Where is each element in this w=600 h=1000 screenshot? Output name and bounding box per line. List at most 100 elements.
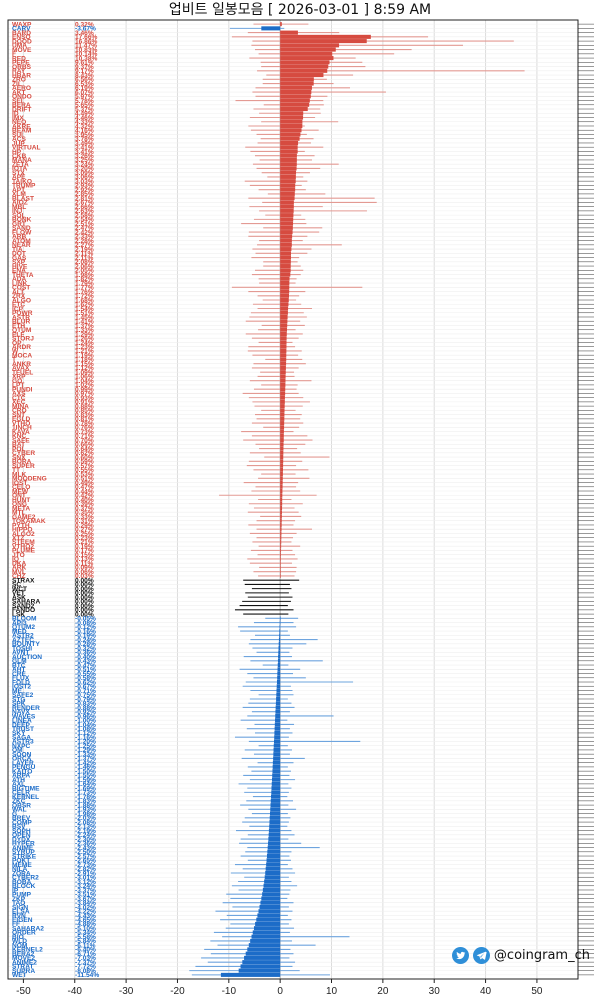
change-bar	[280, 276, 290, 281]
coin-name: GAS	[12, 255, 27, 262]
coin-name: KAVA	[12, 429, 30, 436]
coin-change: -0.36%	[75, 650, 96, 657]
coin-change: 0.97%	[75, 391, 94, 398]
coin-name: RENDER	[12, 705, 40, 712]
coin-name: DOT	[12, 251, 26, 258]
coin-name: SOPH	[12, 828, 31, 835]
coin-change: 1.37%	[75, 323, 94, 330]
coin-change: 0.66%	[75, 442, 94, 449]
change-bar	[280, 323, 288, 328]
change-bar	[274, 726, 281, 731]
coin-name: JUP	[12, 140, 25, 147]
change-bar	[280, 43, 340, 48]
coin-change: 0.00%	[75, 607, 94, 614]
coin-change: 0.00%	[75, 577, 94, 584]
coin-name: SAHARA2	[12, 925, 44, 932]
coin-change: -1.37%	[75, 756, 96, 763]
change-bar	[280, 81, 314, 86]
coin-name: ORBS	[12, 64, 32, 71]
coin-name: ARB	[12, 234, 27, 241]
tick-label: 30	[429, 986, 441, 997]
coin-change: 0.33%	[75, 514, 94, 521]
coin-change: -2.91%	[75, 870, 96, 877]
coin-change: 0.70%	[75, 437, 94, 444]
coin-change: 1.79%	[75, 280, 94, 287]
change-bar	[280, 68, 328, 73]
coin-name: GRT	[12, 221, 26, 228]
twitter-icon[interactable]	[451, 947, 469, 964]
change-bar	[280, 336, 287, 341]
coin-change: 0.64%	[75, 446, 94, 453]
coin-change: -0.79%	[75, 696, 96, 703]
coin-name: HIVE	[12, 263, 28, 270]
coin-change: -0.08%	[75, 620, 96, 627]
change-bar	[280, 157, 297, 162]
change-bar	[280, 327, 287, 332]
coin-change: 1.04%	[75, 378, 94, 385]
change-bar	[280, 264, 291, 269]
change-bar	[267, 845, 281, 850]
change-bar	[268, 828, 281, 833]
coin-change: 1.41%	[75, 319, 94, 326]
change-bar	[280, 518, 282, 523]
change-bar	[280, 429, 284, 434]
coin-change: 1.23%	[75, 344, 94, 351]
coin-name: INJ	[12, 208, 23, 215]
coin-change: 0.60%	[75, 454, 94, 461]
coin-name: SAND2	[12, 603, 35, 610]
coin-change: -0.16%	[75, 628, 96, 635]
change-bar	[280, 225, 293, 230]
coin-name: SUPRA	[12, 968, 35, 975]
change-bar	[275, 713, 281, 719]
coin-name: NILA	[12, 866, 28, 873]
coin-name: ELSA	[12, 909, 30, 916]
change-bar	[275, 701, 281, 706]
coin-name: CKB	[12, 153, 27, 160]
coin-change: 1.45%	[75, 314, 94, 321]
coin-name: XTZ	[12, 535, 24, 542]
coin-name: CRE	[12, 671, 27, 678]
change-bar	[280, 348, 287, 353]
change-bar	[279, 620, 281, 625]
change-bar	[280, 310, 288, 315]
coin-change: -1.93%	[75, 807, 96, 814]
coin-change: 2.54%	[75, 217, 94, 224]
change-bar	[280, 561, 281, 566]
coin-name: MOCA	[12, 352, 32, 359]
coin-name: HIPPO	[12, 527, 33, 534]
coin-name: SEI	[12, 98, 23, 105]
coin-change: 2.63%	[75, 208, 94, 215]
coin-change: 5.97%	[75, 94, 94, 101]
coin-change: -0.28%	[75, 641, 96, 648]
telegram-icon[interactable]	[472, 947, 490, 964]
coin-name: BIGTIME	[12, 785, 40, 792]
change-bar	[280, 47, 336, 52]
coin-name: AXL	[12, 781, 25, 788]
coin-change: 0.35%	[75, 510, 94, 517]
coin-name: TRUST	[12, 726, 34, 733]
change-bar	[275, 709, 281, 714]
brand-badge: @coingram_ch	[451, 947, 590, 964]
coin-change: 10.14%	[75, 51, 98, 58]
coin-name: LSK	[12, 611, 25, 618]
coin-name: BLAST	[12, 195, 34, 202]
coin-name: IOST	[12, 480, 27, 487]
coin-change: -0.62%	[75, 679, 96, 686]
coin-change: 0.00%	[75, 603, 94, 610]
coin-change: 1.15%	[75, 361, 94, 368]
change-bar	[280, 565, 281, 570]
change-bar	[280, 505, 283, 511]
change-bar	[280, 501, 283, 506]
coin-change: 0.59%	[75, 459, 94, 466]
change-bar	[280, 39, 367, 44]
coin-change: 6.19%	[75, 85, 94, 92]
change-bar	[280, 102, 310, 107]
coin-name: STX	[12, 170, 25, 177]
change-bar	[276, 688, 281, 693]
coin-change: 2.11%	[75, 255, 93, 262]
tick-label: -50	[16, 986, 31, 997]
coin-name: IP	[12, 887, 19, 894]
coin-change: -0.43%	[75, 658, 96, 665]
coin-change: -1.55%	[75, 773, 96, 780]
change-bar	[242, 960, 281, 965]
